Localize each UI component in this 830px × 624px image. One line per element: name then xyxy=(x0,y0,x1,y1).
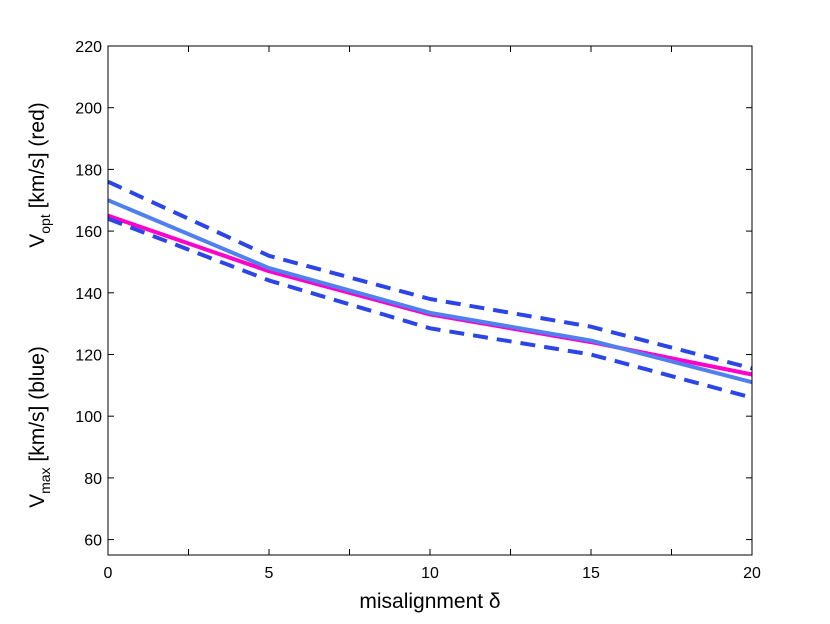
plot-lines xyxy=(107,179,753,400)
x-tick-label: 15 xyxy=(582,565,600,582)
y-axis-label-bottom-sub: max xyxy=(37,467,53,493)
x-tick-label: 20 xyxy=(743,565,761,582)
y-tick-label: 60 xyxy=(84,533,102,550)
y-tick-label: 180 xyxy=(75,162,102,179)
y-tick-label: 160 xyxy=(75,224,102,241)
y-axis-label-bottom-rest: [km/s] (blue) xyxy=(26,346,49,467)
x-axis-label: misalignment δ xyxy=(359,590,500,613)
series-line-3 xyxy=(107,216,753,400)
series-line-2 xyxy=(107,179,753,371)
y-axis-label-top: Vopt [km/s] (red) xyxy=(26,102,53,248)
y-tick-label: 200 xyxy=(75,101,102,118)
x-tick-label: 0 xyxy=(104,565,113,582)
x-tick-label: 10 xyxy=(421,565,439,582)
y-axis-label-bottom: Vmax [km/s] (blue) xyxy=(26,346,53,508)
y-axis-label-bottom-main: V xyxy=(26,494,49,508)
y-tick-label: 120 xyxy=(75,347,102,364)
x-tick-label: 5 xyxy=(265,565,274,582)
y-tick-label: 80 xyxy=(84,471,102,488)
y-tick-label: 220 xyxy=(75,39,102,56)
y-tick-label: 100 xyxy=(75,409,102,426)
series-line-4 xyxy=(107,198,753,385)
y-axis-label-top-rest: [km/s] (red) xyxy=(26,102,49,214)
ticks: 0 5 10 15 20 60 80 100 120 140 160 180 200 220 xyxy=(75,39,761,582)
y-axis-label-top-main: V xyxy=(26,234,49,248)
y-axis-label-top-sub: opt xyxy=(37,214,53,234)
y-tick-label: 140 xyxy=(75,286,102,303)
